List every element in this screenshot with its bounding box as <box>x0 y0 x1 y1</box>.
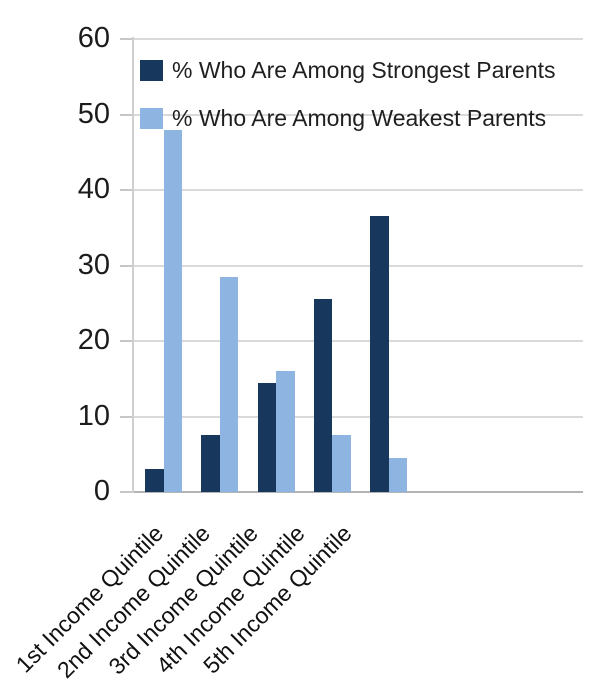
bar-weakest-q1 <box>163 129 182 492</box>
y-tick-0 <box>120 491 133 493</box>
bar-strongest-q2 <box>201 435 220 492</box>
legend-swatch-strongest-icon <box>140 60 163 81</box>
legend-label-weakest: % Who Are Among Weakest Parents <box>172 105 547 131</box>
y-tick-10 <box>120 415 133 418</box>
bar-weakest-q3 <box>276 371 295 492</box>
y-tick-label-50: 50 <box>77 97 110 130</box>
y-tick-label-10: 10 <box>77 399 110 432</box>
legend-item-weakest: % Who Are Among Weakest Parents <box>140 105 546 132</box>
bar-weakest-q4 <box>332 435 351 492</box>
gridline-30 <box>133 264 583 267</box>
gridline-60 <box>133 38 583 40</box>
bar-weakest-q5 <box>388 458 408 492</box>
bar-strongest-q1 <box>145 469 164 492</box>
gridline-0 <box>133 491 583 493</box>
gridline-50 <box>133 113 583 116</box>
bar-strongest-q5 <box>370 216 389 492</box>
y-tick-label-20: 20 <box>77 324 110 356</box>
y-tick-label-30: 30 <box>77 248 110 281</box>
legend-swatch-weakest-icon <box>140 108 163 129</box>
y-tick-50 <box>120 113 133 116</box>
y-tick-30 <box>120 264 133 267</box>
legend-item-strongest: % Who Are Among Strongest Parents <box>140 57 556 84</box>
y-tick-label-0: 0 <box>93 475 110 507</box>
bar-weakest-q2 <box>219 276 239 492</box>
gridline-40 <box>133 189 583 191</box>
bar-strongest-q4 <box>313 299 333 492</box>
bar-strongest-q3 <box>257 382 277 492</box>
gridline-10 <box>133 415 583 418</box>
y-tick-40 <box>120 189 133 191</box>
legend-label-strongest: % Who Are Among Strongest Parents <box>172 57 556 83</box>
y-tick-20 <box>120 340 133 342</box>
gridline-20 <box>133 340 583 342</box>
y-tick-label-60: 60 <box>77 22 110 54</box>
y-tick-60 <box>120 38 133 40</box>
y-axis-line <box>132 37 134 493</box>
y-tick-label-40: 40 <box>77 173 110 205</box>
